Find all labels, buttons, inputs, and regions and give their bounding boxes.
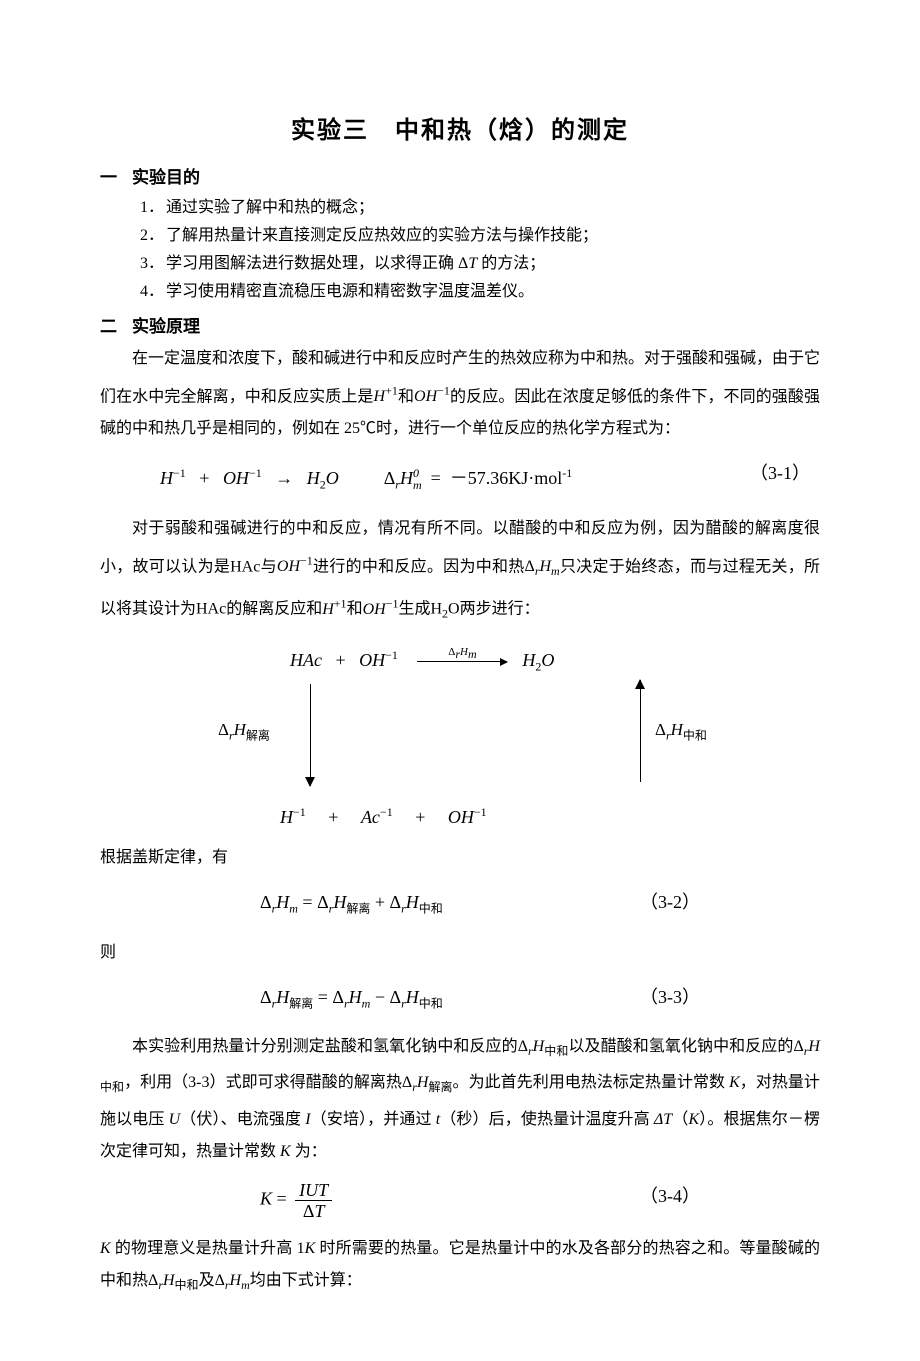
- cycle-right-label: ΔrH中和: [655, 720, 707, 743]
- objective-3: 学习用图解法进行数据处理，以求得正确 ΔT 的方法；: [140, 250, 820, 278]
- para-5: 本实验利用热量计分别测定盐酸和氢氧化钠中和反应的ΔrH中和以及醋酸和氢氧化钠中和…: [100, 1031, 820, 1167]
- objectives-list: 通过实验了解中和热的概念； 了解用热量计来直接测定反应热效应的实验方法与操作技能…: [140, 194, 820, 306]
- cycle-bottom-row: H−1 + Ac−1 + OH−1: [280, 805, 487, 828]
- section-2-num: 二: [100, 312, 132, 337]
- objective-2: 了解用热量计来直接测定反应热效应的实验方法与操作技能；: [140, 222, 820, 250]
- para-6: K 的物理意义是热量计升高 1K 时所需要的热量。它是热量计中的水及各部分的热容…: [100, 1233, 820, 1301]
- cycle-left-label: ΔrH解离: [218, 720, 270, 743]
- eq-num-3-3: （3-3）: [640, 981, 700, 1013]
- cycle-top-arrow-label: ΔrHm: [417, 646, 507, 662]
- para-3: 根据盖斯定律，有: [100, 842, 820, 874]
- eq-num-3-1: （3-1）: [750, 457, 810, 489]
- section-2-title: 实验原理: [132, 317, 200, 336]
- hess-cycle-diagram: HAc + OH−1 ΔrHm H2O ΔrH解离 ΔrH中和 H−1 + Ac…: [200, 648, 720, 828]
- section-2-head: 二实验原理: [100, 312, 820, 337]
- equation-3-3: ΔrH解离 = ΔrHm − ΔrH中和 （3-3）: [260, 981, 820, 1020]
- objective-4: 学习使用精密直流稳压电源和精密数字温度温差仪。: [140, 278, 820, 306]
- equation-3-2: ΔrHm = ΔrH解离 + ΔrH中和 （3-2）: [260, 886, 820, 925]
- eq-num-3-2: （3-2）: [640, 886, 700, 918]
- doc-title: 实验三 中和热（焓）的测定: [100, 110, 820, 145]
- eq-num-3-4: （3-4）: [640, 1180, 700, 1212]
- objective-1: 通过实验了解中和热的概念；: [140, 194, 820, 222]
- equation-3-1: H−1 + OH−1 → H2O ΔrH0m = －57.36KJ·mol-1 …: [160, 457, 820, 501]
- cycle-top-arrow: ΔrHm: [417, 661, 507, 662]
- section-1-num: 一: [100, 163, 132, 188]
- page: 实验三 中和热（焓）的测定 一实验目的 通过实验了解中和热的概念； 了解用热量计…: [0, 0, 920, 1361]
- para-1: 在一定温度和浓度下，酸和碱进行中和反应时产生的热效应称为中和热。对于强酸和强碱，…: [100, 343, 820, 445]
- equation-3-4: K = IUT ΔT （3-4）: [260, 1180, 820, 1221]
- section-1-title: 实验目的: [132, 168, 200, 187]
- cycle-top-row: HAc + OH−1 ΔrHm H2O: [290, 648, 554, 675]
- para-4: 则: [100, 937, 820, 969]
- para-2: 对于弱酸和强碱进行的中和反应，情况有所不同。以醋酸的中和反应为例，因为醋酸的解离…: [100, 513, 820, 630]
- section-1-head: 一实验目的: [100, 163, 820, 188]
